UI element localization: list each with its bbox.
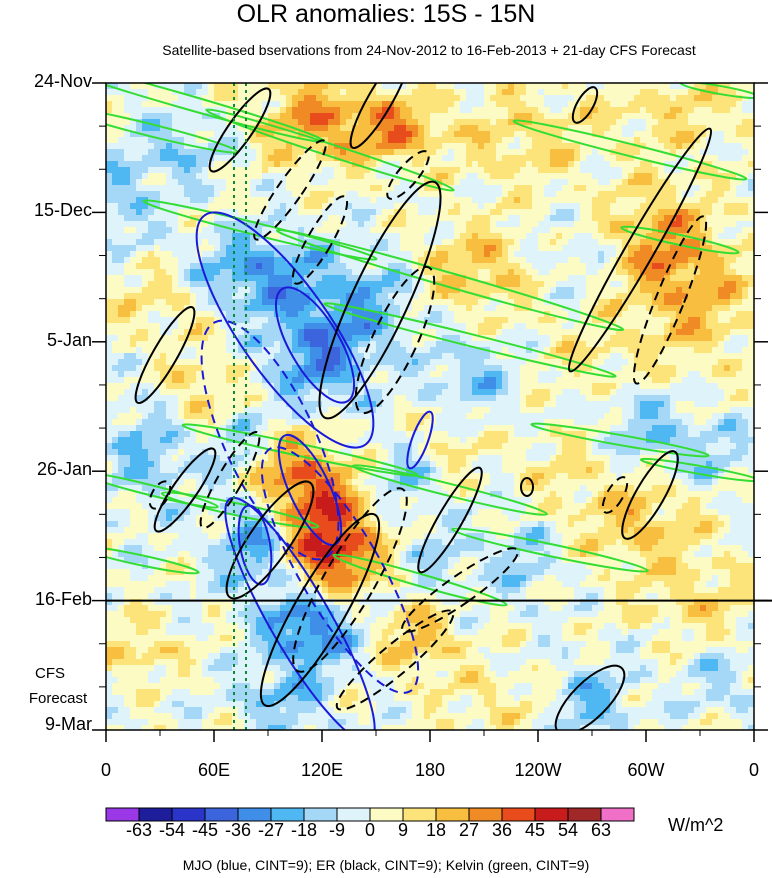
contour-line [530, 422, 710, 458]
x-tick-label: 0 [100, 760, 111, 780]
y-tick-label: 9-Mar [44, 714, 92, 734]
contour-line [208, 87, 272, 173]
contour-line [354, 265, 436, 415]
colorbar-label: 45 [524, 820, 546, 840]
colorbar-label: -18 [290, 820, 317, 840]
y-tick-label: 5-Jan [46, 329, 92, 350]
y-tick-label: 15-Dec [33, 200, 92, 221]
x-tick-label: 60W [627, 760, 665, 780]
contour-line [225, 480, 315, 600]
contour-line [106, 471, 219, 509]
y-tick-label: 16-Feb [34, 588, 92, 609]
colorbar-label: 0 [364, 820, 375, 840]
colorbar [105, 807, 635, 822]
contour-line [567, 127, 713, 373]
contour-line [520, 477, 534, 497]
colorbar-label: -9 [328, 820, 345, 840]
colorbar-units: W/m^2 [668, 815, 724, 835]
chart-title: OLR anomalies: 15S - 15N [236, 0, 536, 28]
contour-line [639, 457, 754, 483]
colorbar-label: 63 [590, 820, 612, 840]
colorbar-label: -27 [257, 820, 284, 840]
contour-line [349, 83, 411, 150]
contour-line [253, 139, 327, 241]
contour-line [237, 504, 273, 586]
contour-line [632, 215, 708, 385]
colorbar-label: 9 [397, 820, 408, 840]
contour-line [160, 491, 320, 529]
colorbar-label: -36 [224, 820, 251, 840]
x-tick-label: 60E [197, 760, 231, 780]
colorbar-label: -54 [158, 820, 185, 840]
contour-line [351, 464, 549, 516]
contour-line [148, 480, 172, 510]
forecast-label: Forecast [28, 690, 88, 707]
legend-caption: MJO (blue, CINT=9); ER (black, CINT=9); … [182, 857, 590, 873]
contour-line [259, 512, 381, 708]
contour-line [406, 410, 434, 470]
colorbar-label: -45 [191, 820, 218, 840]
contour-line [142, 199, 378, 261]
contour-line [451, 527, 649, 573]
colorbar-label: 36 [491, 820, 513, 840]
contour-line [291, 195, 349, 285]
colorbar-label: 18 [425, 820, 447, 840]
contour-line [335, 609, 455, 711]
contour-line [601, 476, 629, 514]
contour-line [571, 86, 599, 124]
contour-line [224, 496, 376, 730]
x-tick-label: 120W [514, 760, 562, 780]
contour-line [134, 305, 196, 405]
contour-line [417, 466, 483, 574]
contour-line [205, 108, 455, 192]
contour-line [323, 302, 617, 378]
contour-line [554, 664, 626, 730]
cfs-label: CFS [35, 665, 65, 682]
x-tick-label: 120E [300, 760, 344, 780]
x-tick-label: 180 [414, 760, 446, 780]
contour-line [332, 553, 508, 607]
colorbar-label: -63 [125, 820, 152, 840]
chart-subtitle: Satellite-based bservations from 24-Nov-… [162, 42, 696, 58]
contour-line [292, 487, 408, 673]
contour-line [195, 211, 375, 449]
colorbar-swatch [600, 807, 635, 822]
colorbar-label: 27 [458, 820, 480, 840]
contour-line [199, 430, 261, 530]
contour-line [106, 545, 200, 575]
contour-line [318, 180, 442, 420]
contour-line [153, 447, 217, 533]
olr-field [106, 83, 754, 730]
plot-frame [92, 82, 772, 742]
contour-line [386, 150, 430, 200]
contour-line [200, 319, 340, 561]
contour-line [512, 119, 748, 181]
colorbar-label: 54 [557, 820, 579, 840]
x-tick-label: 0 [748, 760, 759, 780]
contour-line [620, 225, 740, 255]
contour-line [275, 228, 625, 332]
y-tick-label: 24-Nov [33, 71, 92, 91]
contour-line [621, 450, 679, 540]
y-tick-label: 26-Jan [36, 459, 92, 480]
